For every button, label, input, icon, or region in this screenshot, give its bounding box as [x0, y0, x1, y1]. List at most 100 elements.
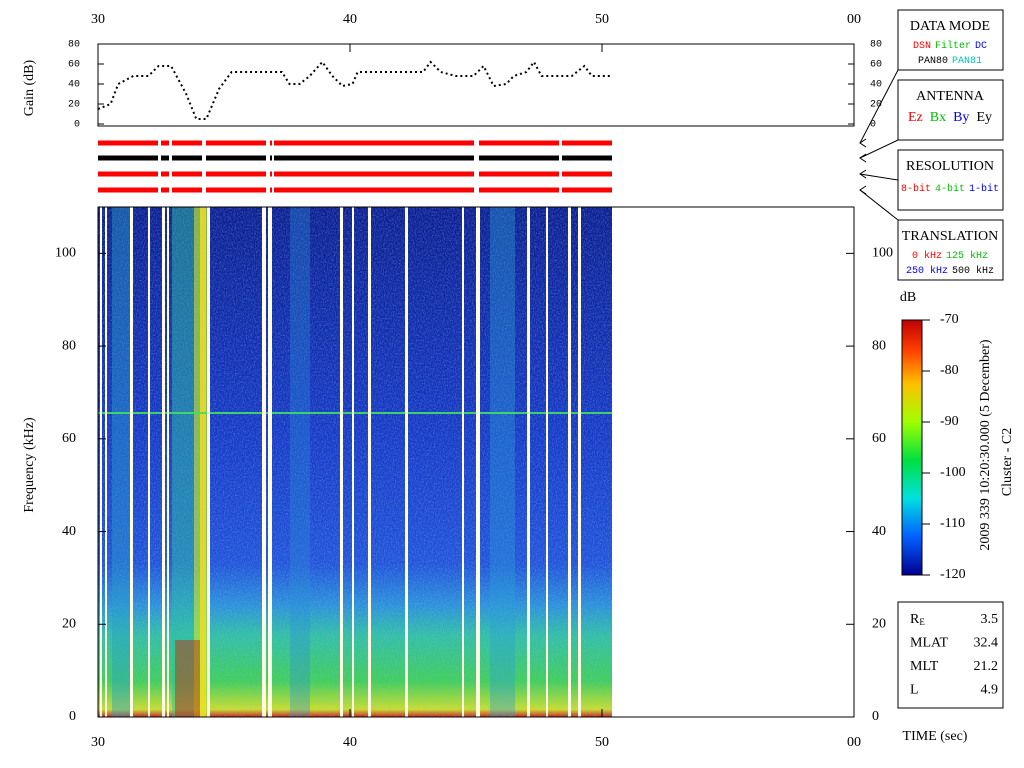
connector [859, 173, 899, 181]
gap [340, 207, 343, 717]
spectrogram-frame [97, 206, 855, 718]
gap [352, 207, 354, 717]
panel-row: 0 kHz 125 kHz [912, 250, 988, 262]
panel-row: DSN Filter DC [913, 40, 987, 52]
spectrogram-line [98, 412, 612, 414]
panel-title: ANTENNA [916, 89, 985, 104]
spectrogram-streak [175, 640, 200, 717]
side-panel: DATA MODE DSN Filter DC PAN80 PAN81 [897, 9, 1004, 71]
arrowhead [859, 138, 867, 148]
gap [105, 207, 107, 717]
timestamp: 2009 339 10:20:30.000 (5 December) [978, 339, 993, 550]
gain-axis-label: Gain (dB) [22, 59, 37, 116]
panel-item: PAN80 [918, 56, 948, 67]
panel-item: 0 kHz [912, 250, 942, 262]
spacecraft: Cluster - C2 [1000, 428, 1015, 496]
ephemeris-value: 3.5 [981, 612, 999, 627]
x-tick-label: 40 [343, 735, 357, 750]
frequency-axis-label: Frequency (kHz) [22, 417, 37, 513]
ephemeris-value: 21.2 [974, 659, 999, 674]
y-tick-label-right: 100 [872, 246, 893, 261]
y-tick-label-right: 60 [872, 431, 886, 446]
x-tick-label: 00 [847, 12, 861, 27]
y-tick-label: 40 [62, 524, 76, 539]
side-panel: ANTENNA Ez Bx By Ey [897, 79, 1004, 141]
y-tick-label-right: 80 [872, 338, 886, 353]
panel-box [897, 149, 1004, 211]
y-tick-label-right: 60 [870, 60, 882, 71]
connectors [859, 69, 899, 221]
y-tick-label-right: 40 [872, 524, 886, 539]
ephemeris-name: L [910, 683, 919, 698]
ephemeris-name: RE [910, 612, 925, 627]
ephemeris-box [897, 601, 1004, 709]
panel-item: Ey [976, 110, 992, 125]
side-panel: TRANSLATION 0 kHz 125 kHz 250 kHz 500 kHz [897, 219, 1004, 281]
spectrogram-gaps [100, 207, 581, 717]
y-tick-label: 0 [69, 709, 76, 724]
colorbar-tick-label: -70 [940, 312, 959, 327]
panel-row: 8-bit 4-bit 1-bit [901, 183, 999, 195]
gap [476, 207, 480, 717]
ephemeris-name-main: R [910, 612, 920, 627]
panel-item: 4-bit [935, 183, 965, 195]
panel-item: 1-bit [969, 183, 999, 195]
side-panel: RESOLUTION 8-bit 4-bit 1-bit [897, 149, 1004, 211]
panel-item: Ez [908, 110, 923, 125]
gap [568, 207, 571, 717]
arrowhead [859, 169, 867, 179]
colorbar-tick-label: -80 [940, 363, 959, 378]
panel-item: 8-bit [901, 183, 931, 195]
panel-title: DATA MODE [910, 19, 990, 34]
colorbar-tick-label: -110 [940, 516, 965, 531]
panel-box [897, 79, 1004, 141]
connector [859, 69, 899, 144]
panel-row: PAN80 PAN81 [918, 56, 982, 67]
ephemeris-name: MLAT [910, 636, 949, 651]
ephemeris-name: MLT [910, 659, 939, 674]
ephemeris-name-sub: E [919, 617, 925, 627]
connector [859, 139, 899, 159]
panel-title: RESOLUTION [906, 159, 994, 174]
ephemeris-value: 32.4 [974, 636, 999, 651]
gap [546, 207, 548, 717]
gap [207, 207, 210, 717]
panel-item: 250 kHz [906, 265, 948, 277]
panel-item: 500 kHz [952, 265, 994, 277]
y-tick-label-right: 20 [870, 100, 882, 111]
gap [148, 207, 150, 717]
panel-title: TRANSLATION [902, 229, 998, 244]
colorbar-label: dB [900, 290, 916, 305]
y-tick-label-right: 0 [872, 709, 879, 724]
spectrogram-streak [290, 207, 310, 717]
panel-box [897, 219, 1004, 281]
gap [578, 207, 581, 717]
gap [262, 207, 266, 717]
gap [268, 207, 272, 717]
spectrogram-streak [172, 207, 194, 717]
colorbar-tick-label: -100 [940, 465, 966, 480]
gap [130, 207, 133, 717]
connector [859, 189, 899, 221]
x-tick-label: 40 [343, 12, 357, 27]
mode-indicators [98, 140, 612, 193]
spectrogram-streak [490, 207, 515, 717]
panel-item: Filter [935, 40, 971, 52]
spectrogram-streak [200, 207, 206, 717]
gap [162, 207, 165, 717]
panel-box [897, 9, 1004, 71]
panel-item: By [953, 110, 969, 125]
panel-row: 250 kHz 500 kHz [906, 265, 994, 277]
gap [100, 207, 102, 717]
gap [405, 207, 408, 717]
y-tick-label: 0 [74, 120, 80, 131]
y-tick-label-right: 40 [870, 80, 882, 91]
x-tick-label: 00 [847, 735, 861, 750]
arrowhead [859, 185, 867, 195]
gap [462, 207, 464, 717]
panel-item: Bx [930, 110, 946, 125]
panel-item: DSN [913, 41, 931, 52]
gain-line [97, 60, 613, 120]
